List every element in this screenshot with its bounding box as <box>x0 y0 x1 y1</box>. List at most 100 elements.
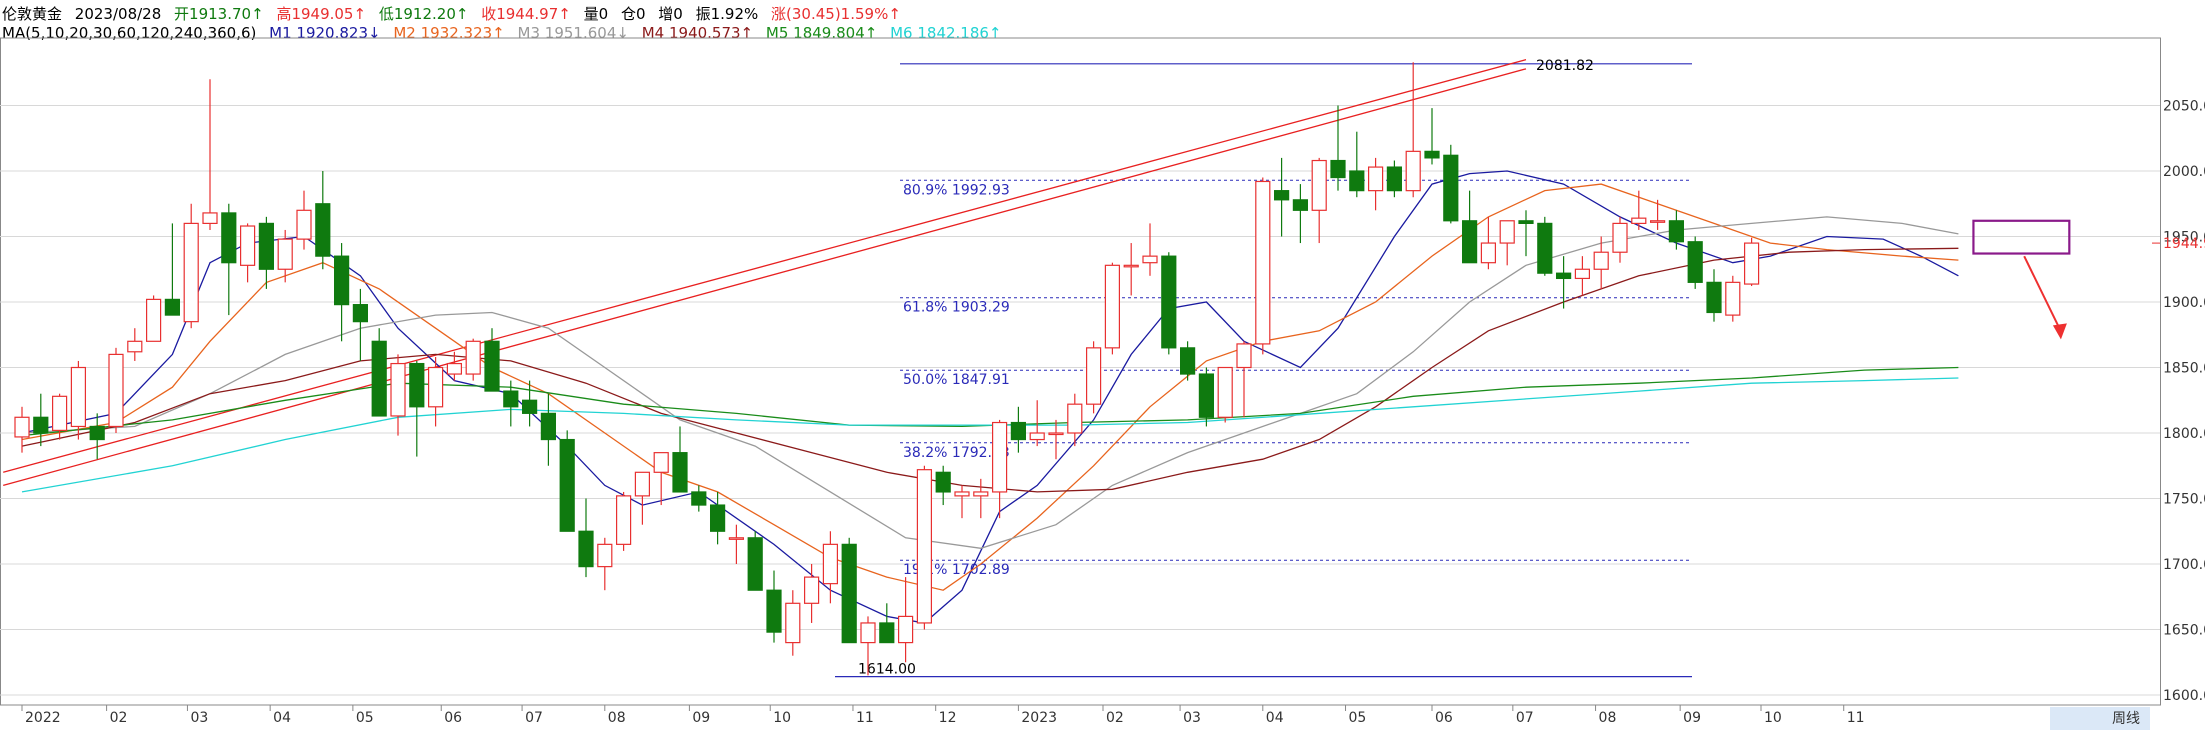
y-axis: 1600.00 1650.00 1700.00 1750.00 1800.00 1850.… <box>2152 99 2205 704</box>
candle-body <box>14 416 30 438</box>
candle-body <box>1518 220 1534 224</box>
candle-body <box>1405 150 1421 192</box>
x-tick-label: 06 <box>444 710 462 726</box>
candle-body <box>1706 281 1722 314</box>
candle-body <box>428 366 444 408</box>
x-tick-label: 2023 <box>1021 710 1057 726</box>
candle-body <box>728 537 745 540</box>
fibonacci-levels: 2081.82 1614.00 80.9% 1992.93 61.8% 1903.29… <box>835 58 1692 678</box>
candle-body <box>1631 217 1647 225</box>
x-tick-label: 02 <box>110 710 128 726</box>
candle-body <box>1593 251 1609 270</box>
fib-low-label: 1614.00 <box>858 662 916 678</box>
candle-body <box>1461 220 1478 264</box>
candle-body <box>1668 220 1685 243</box>
candle-body <box>672 452 688 493</box>
candle-body <box>766 589 782 633</box>
x-tick-label: 09 <box>1683 710 1701 726</box>
candle-body <box>954 491 970 497</box>
annotations <box>1972 219 2071 340</box>
x-tick-label: 04 <box>273 710 291 726</box>
candle-body <box>1687 241 1703 283</box>
candle-body <box>183 222 199 323</box>
candle-body <box>691 491 707 506</box>
x-tick-label: 11 <box>1847 710 1865 726</box>
x-tick-label: 05 <box>356 710 374 726</box>
x-tick-label: 06 <box>1435 710 1453 726</box>
candle-body <box>1443 154 1459 222</box>
fib-level-label: 38.2% 1792.53 <box>903 445 1010 461</box>
y-tick-label: 1650.00 <box>2163 623 2205 639</box>
candle-body <box>897 615 914 644</box>
candle-body <box>1142 255 1158 264</box>
ma-line-M1 <box>21 170 1959 624</box>
fib-level-label: 80.9% 1992.93 <box>903 182 1010 198</box>
quote-header: 伦敦黄金 2023/08/28 开1913.70↑ 高1949.05↑ 低191… <box>2 3 909 24</box>
oi-value: 仓0 <box>620 5 646 23</box>
high-value: 高1949.05↑ <box>276 5 367 23</box>
candle-body <box>1179 347 1196 375</box>
candle-body <box>1386 166 1403 192</box>
channel-line <box>3 59 1527 473</box>
candle-body <box>164 298 180 316</box>
candle-body <box>747 537 763 591</box>
candle-body <box>841 543 857 644</box>
candle-body <box>89 425 105 441</box>
candle-body <box>973 491 989 497</box>
candle-body <box>1725 281 1741 316</box>
change-value: 涨(30.45)1.59%↑ <box>771 5 901 23</box>
candle-body <box>991 421 1008 493</box>
channel-line <box>3 68 1527 487</box>
candle-body <box>578 530 594 568</box>
close-value: 收1944.97↑ <box>481 5 571 23</box>
x-tick-label: 03 <box>1183 710 1201 726</box>
candle-body <box>334 255 350 306</box>
candle-body <box>446 362 462 375</box>
candle-body <box>916 469 933 624</box>
candle-body <box>240 225 256 266</box>
fib-level-label: 50.0% 1847.91 <box>903 372 1010 388</box>
candle-body <box>1574 268 1591 280</box>
candle-body <box>258 222 274 270</box>
target-box <box>1972 219 2071 255</box>
candle-body <box>146 298 162 342</box>
candle-body <box>1555 272 1572 280</box>
candle-body <box>1161 255 1177 349</box>
candle-body <box>1067 403 1083 434</box>
candle-body <box>1367 166 1384 192</box>
candle-body <box>634 471 651 497</box>
candle-body <box>709 504 726 532</box>
candle-body <box>1499 220 1515 244</box>
period-box <box>2050 707 2150 730</box>
candle-body <box>1010 421 1027 441</box>
candle-body <box>296 209 312 240</box>
y-tick-label: 2000.00 <box>2163 164 2205 180</box>
candle-body <box>1480 242 1497 264</box>
candle-body <box>1198 373 1215 418</box>
x-tick-label: 08 <box>1599 710 1617 726</box>
y-tick-label: 1600.00 <box>2163 688 2205 704</box>
candle-body <box>503 390 519 408</box>
x-tick-label: 07 <box>1516 710 1534 726</box>
candle-body <box>1537 222 1553 274</box>
y-tick-label: 2050.00 <box>2163 99 2205 115</box>
candle-body <box>1743 242 1760 285</box>
candle-body <box>465 340 481 375</box>
bar-date: 2023/08/28 <box>74 5 162 23</box>
candle-body <box>1311 159 1327 211</box>
symbol-name: 伦敦黄金 <box>2 5 63 23</box>
candle-body <box>51 395 68 431</box>
candle-body <box>1085 347 1102 405</box>
ma-line-M6 <box>21 377 1959 493</box>
candle-body <box>597 543 613 568</box>
candle-body <box>352 304 368 323</box>
candle-body <box>935 471 951 493</box>
candle-body <box>1649 220 1666 223</box>
candle-body <box>521 399 538 414</box>
trend-channel <box>3 59 1527 487</box>
y-tick-label: 1900.00 <box>2163 295 2205 311</box>
candle-body <box>879 622 895 644</box>
candle-body <box>390 362 406 417</box>
candle-body <box>108 353 124 428</box>
